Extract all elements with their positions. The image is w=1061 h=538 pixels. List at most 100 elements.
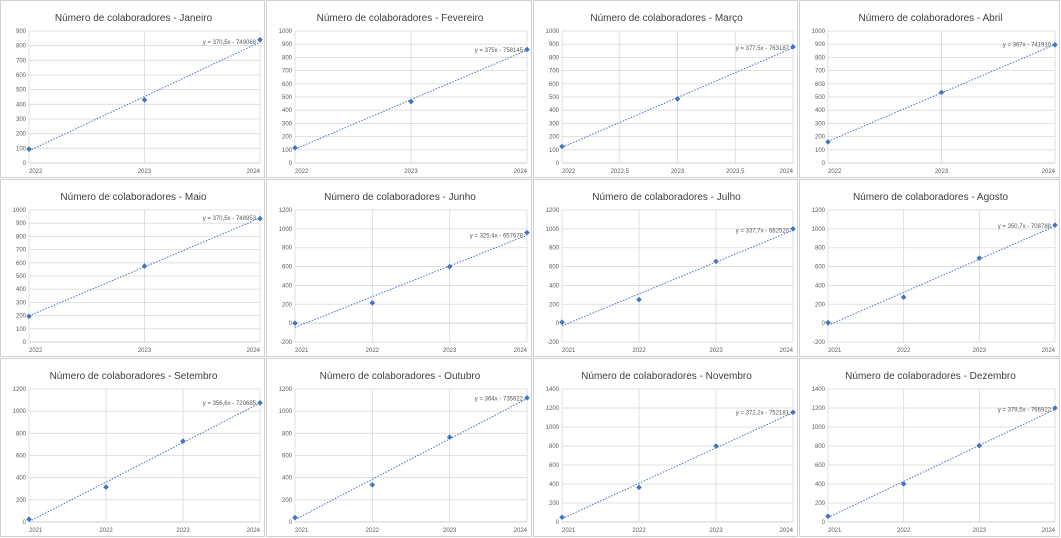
chart-svg: Número de colaboradores - Fevereiro 0 100 2… — [279, 13, 530, 175]
y-tick-label: 800 — [815, 246, 826, 252]
chart-panel-8: Número de colaboradores - Agosto -200 0 200… — [799, 179, 1060, 357]
y-tick-label: 600 — [815, 82, 826, 88]
data-point — [713, 443, 719, 449]
data-point — [292, 514, 298, 521]
chart-title: Número de colaboradores - Junho — [324, 192, 476, 203]
y-tick-label: 0 — [822, 321, 826, 327]
y-tick-label: 200 — [282, 498, 293, 504]
y-tick-label: 800 — [815, 444, 826, 450]
chart-svg: Número de colaboradores - Janeiro 0 100 200… — [16, 13, 263, 175]
y-tick-label: 700 — [16, 58, 27, 64]
trendline-equation: y = 325,4x - 657678 — [470, 233, 524, 239]
y-tick-label: 600 — [549, 463, 560, 469]
x-tick-label: 2021 — [828, 348, 842, 354]
x-tick-label: 2024 — [1042, 348, 1056, 354]
chart-svg: Número de colaboradores - Outubro 0 200 400… — [279, 371, 530, 534]
chart-title: Número de colaboradores - Janeiro — [55, 13, 213, 24]
y-tick-label: 500 — [16, 88, 27, 94]
trendline — [827, 408, 1056, 518]
x-tick-label: 2022 — [632, 348, 646, 354]
y-tick-label: 900 — [16, 221, 27, 227]
x-tick-label: 2024 — [514, 348, 528, 354]
y-tick-label: 1000 — [279, 409, 293, 415]
y-tick-label: 300 — [815, 121, 826, 127]
x-tick-label: 2022 — [828, 169, 842, 175]
data-point — [369, 300, 376, 306]
y-tick-label: 0 — [23, 340, 27, 346]
y-tick-label: 1400 — [546, 387, 560, 393]
y-tick-label: 1200 — [279, 387, 293, 393]
data-point — [825, 319, 831, 326]
data-point — [446, 434, 453, 441]
y-tick-label: -200 — [547, 340, 560, 346]
chart-title: Número de colaboradores - Fevereiro — [317, 13, 484, 24]
y-tick-label: 600 — [815, 463, 826, 469]
y-tick-label: 1200 — [546, 406, 560, 412]
y-tick-label: 100 — [815, 148, 826, 154]
y-tick-label: 1200 — [812, 406, 826, 412]
x-tick-label: 2023 — [138, 348, 152, 354]
trendline-equation: y = 375x - 758145 — [475, 48, 524, 54]
data-point — [141, 97, 148, 103]
x-tick-label: 2022 — [897, 348, 911, 354]
y-tick-label: 600 — [16, 454, 27, 460]
y-tick-label: 600 — [549, 82, 560, 88]
data-point — [825, 139, 831, 145]
y-tick-label: 0 — [822, 520, 826, 526]
trendline — [561, 229, 794, 327]
y-tick-label: 600 — [16, 261, 27, 267]
trendline — [561, 412, 794, 520]
chart-svg: Número de colaboradores - Maio 0 100 200 300… — [13, 192, 263, 354]
y-tick-label: 200 — [549, 302, 560, 308]
x-tick-label: 2022 — [562, 169, 576, 175]
data-point — [292, 320, 298, 326]
chart-panel-4: Número de colaboradores - Abril 0 100 200 30… — [799, 0, 1060, 178]
chart-panel-11: Número de colaboradores - Novembro 0 200 40… — [533, 358, 798, 537]
data-point — [141, 263, 148, 269]
chart-svg: Número de colaboradores - Dezembro 0 200 40… — [812, 371, 1058, 534]
y-tick-label: 900 — [815, 42, 826, 48]
y-tick-label: 200 — [16, 314, 27, 320]
x-tick-label: 2023 — [935, 169, 949, 175]
chart-panel-10: Número de colaboradores - Outubro 0 200 400… — [266, 358, 532, 537]
y-tick-label: 1000 — [812, 425, 826, 431]
chart-panel-12: Número de colaboradores - Dezembro 0 200 40… — [799, 358, 1060, 537]
trendline-equation: y = 364x - 735622 — [475, 397, 524, 403]
y-tick-label: 600 — [16, 73, 27, 79]
y-tick-label: 500 — [815, 95, 826, 101]
y-tick-label: 900 — [16, 29, 27, 35]
trendline — [28, 41, 261, 152]
y-tick-label: 400 — [282, 476, 293, 482]
data-point — [524, 229, 530, 236]
chart-title: Número de colaboradores - Abril — [859, 13, 1003, 24]
y-tick-label: 600 — [282, 82, 293, 88]
data-point — [1052, 405, 1058, 411]
data-point — [446, 263, 453, 270]
y-tick-label: 1200 — [13, 387, 27, 393]
x-tick-label: 2022 — [29, 169, 43, 175]
trendline-equation: y = 337,7x - 682520 — [736, 228, 790, 234]
y-tick-label: 0 — [289, 161, 293, 167]
trendline-equation: y = 372,2x - 752181 — [736, 411, 790, 417]
chart-title: Número de colaboradores - Dezembro — [845, 371, 1016, 382]
x-tick-label: 2022 — [897, 528, 911, 534]
chart-title: Número de colaboradores - Março — [590, 13, 743, 24]
x-tick-label: 2022 — [632, 528, 646, 534]
x-tick-label: 2024 — [780, 528, 794, 534]
x-tick-label: 2023 — [443, 348, 457, 354]
y-tick-label: 0 — [289, 321, 293, 327]
y-tick-label: 200 — [815, 501, 826, 507]
y-tick-label: 200 — [16, 498, 27, 504]
x-tick-label: 2023 — [176, 528, 190, 534]
y-tick-label: 400 — [16, 287, 27, 293]
chart-svg: Número de colaboradores - Junho -200 0 200 4… — [279, 192, 530, 354]
data-point — [900, 481, 907, 487]
chart-svg: Número de colaboradores - Julho -200 0 200 4… — [546, 192, 796, 354]
data-point — [636, 296, 642, 303]
trendline — [28, 402, 261, 523]
trendline-equation: y = 367x - 741910 — [1003, 42, 1052, 48]
x-tick-label: 2023 — [138, 169, 152, 175]
x-tick-label: 2022 — [366, 348, 380, 354]
y-tick-label: 300 — [16, 117, 27, 123]
